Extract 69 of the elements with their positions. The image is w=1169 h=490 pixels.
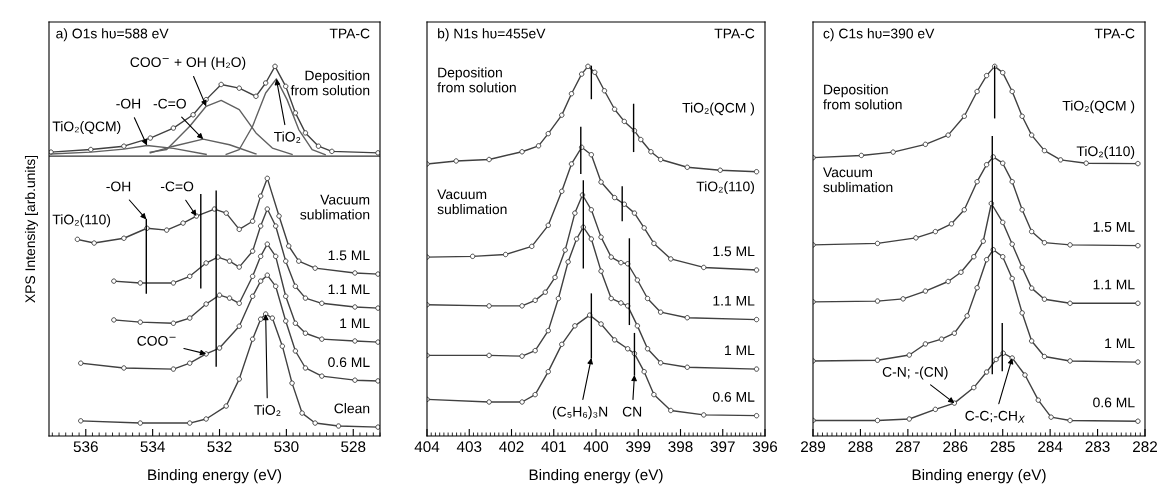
- x-tick-label: 528: [341, 441, 366, 453]
- annotation: Deposition from solution: [823, 84, 902, 110]
- annotation: Vacuum sublimation: [300, 194, 370, 220]
- text: c) C1s hυ=390 eV: [823, 28, 935, 42]
- x-tick-label: 401: [541, 441, 566, 453]
- text: a) O1s hυ=588 eV: [56, 28, 169, 42]
- x-axis-title: Binding energy (eV): [912, 468, 1046, 484]
- x-tick-label: 289: [801, 441, 826, 453]
- x-tick-label: 284: [1038, 441, 1063, 453]
- annotation: TiO₂(110): [1076, 145, 1135, 159]
- series-label: 1.5 ML: [328, 250, 370, 261]
- annotation: -C=O: [153, 98, 186, 109]
- annotation: TiO₂(110): [52, 214, 111, 228]
- series-label: 1 ML: [725, 345, 755, 356]
- x-tick-label: 536: [73, 441, 98, 453]
- text: TPA-C: [714, 28, 755, 39]
- series-label: 1.1 ML: [1093, 279, 1135, 290]
- series-label: 1 ML: [1105, 338, 1135, 349]
- annotation: TiO₂(110): [696, 181, 754, 195]
- series-label: 1.1 ML: [713, 296, 755, 306]
- x-axis-title: Binding energy (eV): [529, 468, 663, 484]
- series-label: 0.6 ML: [712, 391, 755, 402]
- x-tick-label: 283: [1085, 441, 1110, 453]
- series-label: Clean: [334, 403, 370, 414]
- annotation: CN: [622, 406, 642, 417]
- series-label: 0.6 ML: [1093, 397, 1135, 408]
- x-tick-label: 282: [1133, 441, 1157, 453]
- x-tick-label: 287: [895, 441, 920, 453]
- series-label: 1.1 ML: [328, 284, 370, 295]
- annotation: TiO₂: [274, 131, 301, 143]
- text: TPA-C: [329, 28, 370, 39]
- annotation: -C=O: [160, 181, 194, 192]
- x-axis-title: Binding energy (eV): [148, 468, 282, 484]
- annotation: Deposition from solution: [290, 70, 370, 96]
- annotation: COO$^{−}$ + OH (H₂O): [130, 56, 246, 70]
- x-tick-label: 402: [499, 441, 524, 453]
- annotation: C-N; -(CN): [882, 366, 948, 380]
- annotation: TiO₂(QCM ): [1062, 100, 1135, 114]
- text: b) N1s hυ=455eV: [438, 28, 546, 42]
- annotation: C-C;-CH$_{X}$: [965, 410, 1025, 423]
- x-tick-label: 288: [848, 441, 873, 453]
- series-label: 1 ML: [340, 318, 370, 329]
- annotation: COO$^{−}$: [137, 335, 176, 346]
- annotation: -OH: [116, 98, 141, 109]
- annotation: (C₅H₆)₃N: [552, 406, 608, 420]
- x-tick-label: 398: [668, 441, 693, 453]
- x-tick-label: 530: [274, 441, 299, 453]
- series-label: 1.5 ML: [1093, 222, 1135, 232]
- x-tick-label: 534: [140, 441, 165, 453]
- text: TPA-C: [1094, 28, 1135, 39]
- series-label: 1.5 ML: [713, 246, 755, 257]
- annotation: Vacuum sublimation: [823, 167, 893, 193]
- series-label: 0.6 ML: [328, 357, 370, 368]
- x-tick-label: 397: [710, 441, 735, 453]
- annotation: TiO₂(QCM ): [682, 102, 754, 116]
- x-tick-label: 403: [456, 441, 482, 453]
- annotation: -OH: [106, 181, 131, 192]
- x-tick-label: 532: [207, 441, 232, 453]
- x-tick-label: 400: [583, 441, 609, 453]
- x-tick-label: 396: [752, 441, 778, 453]
- annotation: TiO₂(QCM): [52, 121, 121, 135]
- x-tick-label: 404: [414, 441, 440, 453]
- annotation: Deposition from solution: [437, 67, 516, 93]
- y-axis-title: XPS Intensity [arb.units]: [24, 155, 38, 303]
- x-tick-label: 285: [990, 441, 1015, 453]
- x-tick-label: 399: [626, 441, 651, 453]
- annotation: TiO₂: [254, 404, 281, 416]
- annotation: Vacuum sublimation: [437, 189, 507, 215]
- x-tick-label: 286: [943, 441, 968, 453]
